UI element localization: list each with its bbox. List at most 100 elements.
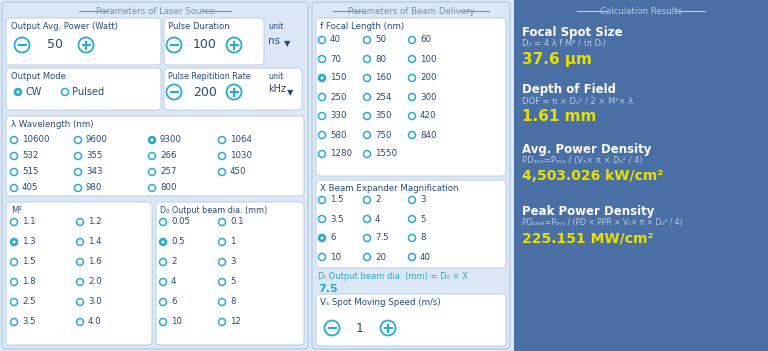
Circle shape bbox=[160, 298, 167, 305]
Circle shape bbox=[219, 278, 226, 285]
Circle shape bbox=[219, 238, 226, 245]
Circle shape bbox=[11, 318, 18, 325]
Circle shape bbox=[74, 137, 81, 144]
Circle shape bbox=[363, 74, 370, 81]
Circle shape bbox=[11, 238, 18, 245]
Text: 1280: 1280 bbox=[330, 150, 352, 159]
Text: 9600: 9600 bbox=[86, 135, 108, 145]
Circle shape bbox=[219, 168, 226, 176]
Text: 343: 343 bbox=[86, 167, 102, 177]
Circle shape bbox=[409, 234, 415, 241]
Circle shape bbox=[11, 278, 18, 285]
Text: CW: CW bbox=[25, 87, 41, 97]
Text: 2.0: 2.0 bbox=[88, 278, 101, 286]
Text: 4: 4 bbox=[375, 214, 380, 224]
Text: unit: unit bbox=[268, 22, 283, 31]
Text: Dᵢ Output beam dia. (mm) = D₀ × X: Dᵢ Output beam dia. (mm) = D₀ × X bbox=[318, 272, 468, 281]
Circle shape bbox=[363, 37, 370, 44]
Text: 60: 60 bbox=[420, 35, 431, 45]
Circle shape bbox=[11, 152, 18, 159]
Text: 4,503.026 kW/cm²: 4,503.026 kW/cm² bbox=[522, 169, 664, 183]
Text: M²: M² bbox=[11, 206, 22, 215]
Text: 10600: 10600 bbox=[22, 135, 49, 145]
Text: 3.5: 3.5 bbox=[330, 214, 343, 224]
Text: Pulsed: Pulsed bbox=[72, 87, 104, 97]
Circle shape bbox=[12, 240, 15, 244]
Text: kHz: kHz bbox=[268, 84, 286, 94]
Text: 2.5: 2.5 bbox=[22, 298, 35, 306]
Circle shape bbox=[320, 237, 323, 239]
Circle shape bbox=[161, 240, 164, 244]
Text: 3.0: 3.0 bbox=[88, 298, 101, 306]
Circle shape bbox=[11, 258, 18, 265]
Circle shape bbox=[11, 298, 18, 305]
FancyBboxPatch shape bbox=[6, 68, 161, 110]
Circle shape bbox=[11, 219, 18, 225]
Text: 1030: 1030 bbox=[230, 152, 252, 160]
Circle shape bbox=[363, 253, 370, 260]
Text: 1: 1 bbox=[356, 322, 364, 335]
Text: 40: 40 bbox=[420, 252, 431, 261]
Circle shape bbox=[319, 234, 326, 241]
Text: 6: 6 bbox=[171, 298, 177, 306]
Circle shape bbox=[363, 197, 370, 204]
Text: 254: 254 bbox=[375, 93, 392, 101]
Text: 80: 80 bbox=[375, 54, 386, 64]
Text: Focal Spot Size: Focal Spot Size bbox=[522, 26, 623, 39]
Text: 2: 2 bbox=[171, 258, 177, 266]
Text: 355: 355 bbox=[86, 152, 102, 160]
Text: 50: 50 bbox=[47, 39, 63, 52]
FancyBboxPatch shape bbox=[6, 18, 161, 65]
FancyBboxPatch shape bbox=[2, 2, 308, 349]
Circle shape bbox=[319, 132, 326, 139]
Text: Pulse Duration: Pulse Duration bbox=[168, 22, 230, 31]
Circle shape bbox=[319, 253, 326, 260]
Text: f Focal Length (nm): f Focal Length (nm) bbox=[320, 22, 404, 31]
Circle shape bbox=[409, 216, 415, 223]
Circle shape bbox=[319, 216, 326, 223]
Circle shape bbox=[219, 137, 226, 144]
Circle shape bbox=[363, 234, 370, 241]
Text: 12: 12 bbox=[230, 318, 241, 326]
Text: 300: 300 bbox=[420, 93, 436, 101]
Text: unit: unit bbox=[268, 72, 283, 81]
Circle shape bbox=[363, 216, 370, 223]
Circle shape bbox=[409, 37, 415, 44]
Text: 6: 6 bbox=[330, 233, 336, 243]
Text: 1.2: 1.2 bbox=[88, 218, 101, 226]
Text: DOF = π × Dₛ² / 2 × M²× λ: DOF = π × Dₛ² / 2 × M²× λ bbox=[522, 96, 633, 105]
Text: ▼: ▼ bbox=[287, 88, 293, 98]
Text: 1.6: 1.6 bbox=[88, 258, 101, 266]
Text: 3.5: 3.5 bbox=[22, 318, 35, 326]
Text: Parameters of Beam Delivery: Parameters of Beam Delivery bbox=[348, 7, 475, 15]
Text: Depth of Field: Depth of Field bbox=[522, 83, 616, 96]
Text: Output Mode: Output Mode bbox=[11, 72, 66, 81]
Text: 20: 20 bbox=[375, 252, 386, 261]
Circle shape bbox=[409, 74, 415, 81]
Circle shape bbox=[160, 238, 167, 245]
Text: 225.151 MW/cm²: 225.151 MW/cm² bbox=[522, 231, 654, 245]
Circle shape bbox=[160, 318, 167, 325]
Circle shape bbox=[74, 168, 81, 176]
Text: ns: ns bbox=[268, 36, 280, 46]
Circle shape bbox=[363, 55, 370, 62]
Text: 3: 3 bbox=[230, 258, 236, 266]
Text: Pulse Repitition Rate: Pulse Repitition Rate bbox=[168, 72, 250, 81]
Circle shape bbox=[11, 168, 18, 176]
FancyBboxPatch shape bbox=[316, 294, 506, 346]
Circle shape bbox=[11, 137, 18, 144]
Text: 350: 350 bbox=[375, 112, 392, 120]
Circle shape bbox=[409, 253, 415, 260]
Text: 800: 800 bbox=[160, 184, 177, 192]
Text: 160: 160 bbox=[375, 73, 392, 82]
Circle shape bbox=[319, 151, 326, 158]
Text: 10: 10 bbox=[330, 252, 341, 261]
Circle shape bbox=[11, 185, 18, 192]
Text: 2: 2 bbox=[375, 196, 380, 205]
Text: 1064: 1064 bbox=[230, 135, 252, 145]
Circle shape bbox=[77, 238, 84, 245]
Circle shape bbox=[319, 74, 326, 81]
Text: 1550: 1550 bbox=[375, 150, 397, 159]
Text: 5: 5 bbox=[230, 278, 236, 286]
Circle shape bbox=[409, 132, 415, 139]
